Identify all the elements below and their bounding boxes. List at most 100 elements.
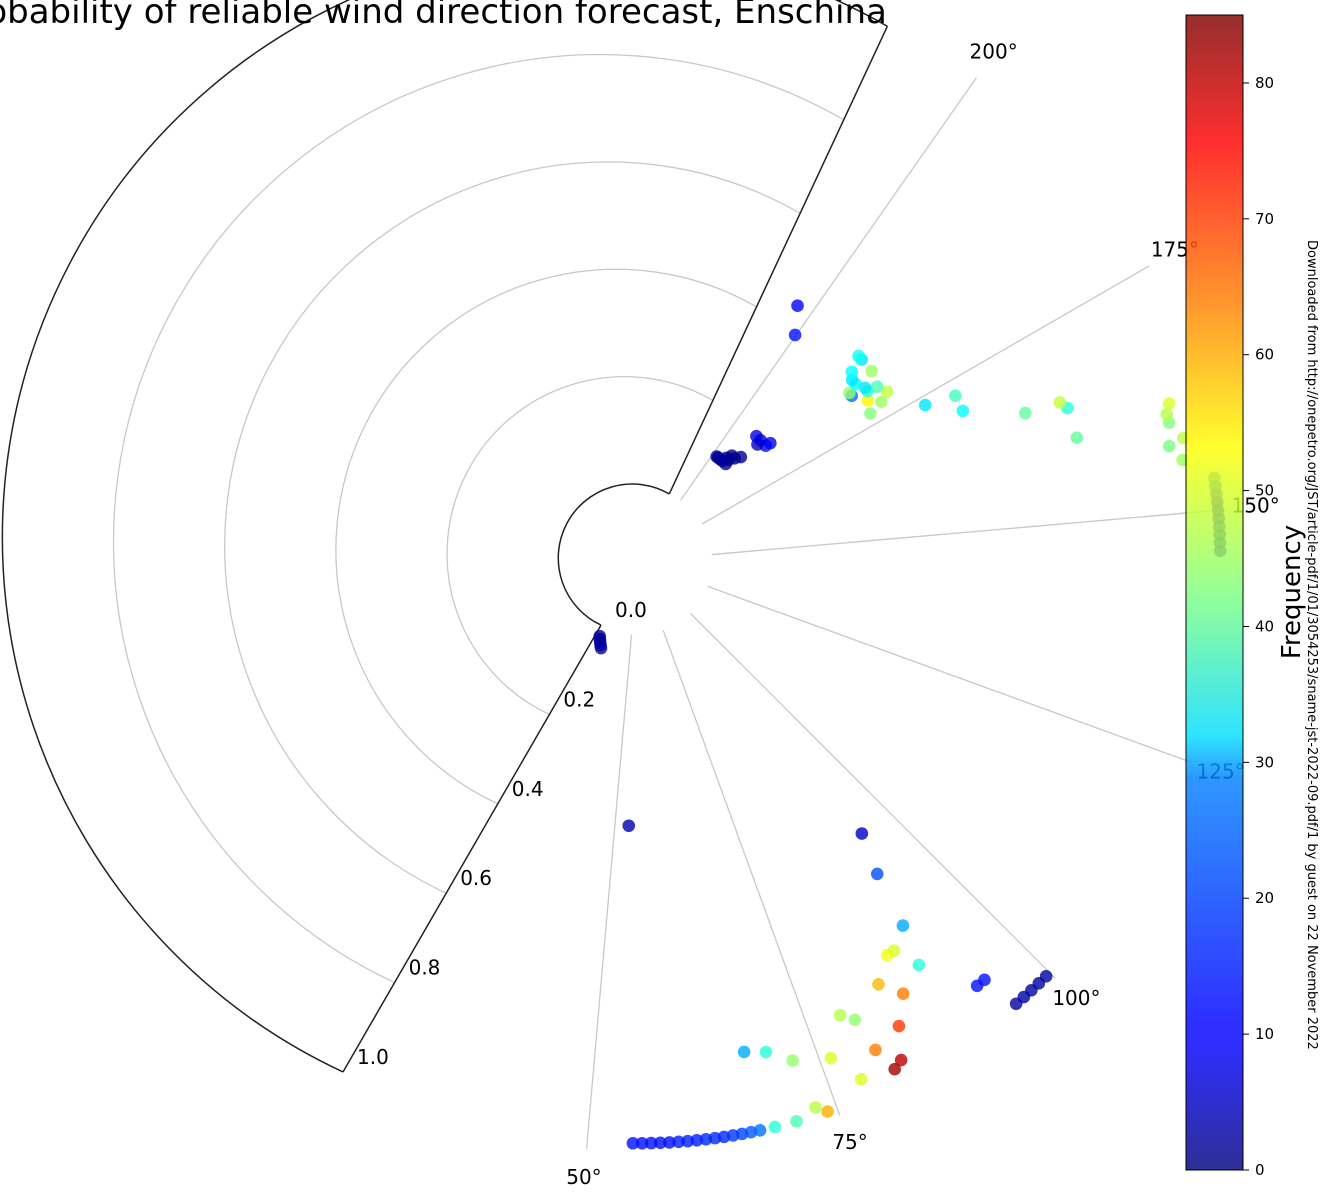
- colorbar-tick-label: 0: [1255, 1161, 1265, 1179]
- scatter-point: [845, 365, 859, 379]
- scatter-point: [949, 389, 962, 403]
- scatter-point: [710, 450, 723, 463]
- sector-edge: [342, 624, 602, 1073]
- angular-tick-labels: 50°75°100°125°150°175°200°: [566, 40, 1279, 1190]
- colorbar-tick-label: 70: [1255, 210, 1274, 228]
- scatter-point: [654, 1136, 667, 1150]
- radial-tick-label: 0.0: [615, 598, 647, 622]
- radial-tick-label: 0.2: [563, 687, 595, 711]
- scatter-point: [1162, 439, 1176, 453]
- radial-gridline: [224, 161, 801, 894]
- colorbar-tick-label: 80: [1255, 74, 1274, 92]
- scatter-point: [861, 394, 875, 407]
- scatter-point: [737, 1045, 751, 1059]
- angular-gridline: [707, 585, 1193, 764]
- polar-frame: [1, 0, 889, 1073]
- scatter-point: [892, 1019, 906, 1033]
- scatter-point: [956, 404, 970, 418]
- angular-tick-label: 50°: [566, 1165, 601, 1189]
- scatter-point: [821, 1105, 834, 1118]
- scatter-point: [848, 1013, 862, 1027]
- scatter-point: [978, 973, 991, 987]
- colorbar-label: Frequency: [1277, 525, 1307, 659]
- angular-gridline: [711, 508, 1226, 556]
- scatter-point: [869, 1043, 882, 1057]
- scatter-point: [786, 1054, 799, 1067]
- radial-tick-label: 0.6: [460, 866, 492, 890]
- scatter-point: [788, 328, 802, 342]
- radial-tick-label: 0.4: [512, 777, 544, 801]
- colorbar-tick-label: 30: [1255, 753, 1274, 771]
- scatter-point: [854, 1072, 868, 1086]
- scatter-point: [791, 299, 804, 313]
- scatter-point: [753, 1124, 767, 1137]
- scatter-point: [1162, 397, 1176, 410]
- outer-arc: [1, 0, 888, 1073]
- scatter-point: [852, 349, 865, 363]
- scatter-point: [894, 1053, 908, 1067]
- scatter-point: [855, 827, 869, 840]
- scatter-point: [824, 1051, 838, 1065]
- colorbar-tick-label: 20: [1255, 889, 1274, 907]
- scatter-point: [768, 1120, 782, 1134]
- colorbar-tick-label: 40: [1255, 617, 1274, 635]
- radial-tick-label: 1.0: [357, 1045, 389, 1069]
- scatter-point: [1070, 431, 1084, 444]
- colorbar-tick-label: 60: [1255, 346, 1274, 364]
- scatter-point: [864, 407, 877, 420]
- scatter-point: [888, 1062, 902, 1076]
- scatter-point: [663, 1136, 676, 1149]
- scatter-points: [593, 299, 1227, 1150]
- scatter-point: [833, 1008, 847, 1022]
- colorbar: 0 10 20 30 40 50 60 70 80 Frequency: [1185, 14, 1307, 1179]
- chart-title: robability of reliable wind direction fo…: [0, 0, 887, 32]
- scatter-point: [672, 1135, 685, 1149]
- scatter-point: [1039, 969, 1053, 983]
- scatter-point: [870, 867, 884, 881]
- angular-tick-label: 200°: [970, 40, 1018, 64]
- angular-gridline: [689, 612, 1056, 979]
- radial-gridline: [446, 376, 714, 716]
- scatter-point: [870, 380, 884, 393]
- scatter-point: [887, 944, 901, 957]
- colorbar-tick-label: 50: [1255, 482, 1274, 500]
- angular-tick-label: 75°: [832, 1130, 867, 1154]
- scatter-point: [843, 386, 856, 400]
- radial-tick-labels: 0.0 0.2 0.4 0.6 0.8 1.0: [357, 598, 647, 1069]
- scatter-point: [622, 819, 636, 833]
- radial-gridline: [112, 53, 845, 984]
- scatter-point: [1018, 406, 1032, 420]
- scatter-point: [626, 1136, 640, 1150]
- angular-gridline: [662, 630, 841, 1116]
- scatter-point: [790, 1114, 803, 1128]
- scatter-point: [690, 1133, 704, 1147]
- scatter-point: [874, 395, 888, 409]
- angular-gridline: [679, 77, 977, 501]
- angular-gridline: [701, 265, 1150, 525]
- scatter-point: [918, 398, 932, 412]
- scatter-point: [872, 977, 885, 991]
- scatter-point: [594, 641, 608, 655]
- sector-edge: [668, 25, 889, 495]
- scatter-point: [896, 919, 910, 932]
- scatter-point: [681, 1134, 695, 1148]
- scatter-point: [759, 1045, 773, 1059]
- scatter-point: [635, 1136, 649, 1150]
- scatter-point: [858, 381, 872, 395]
- scatter-point: [912, 958, 926, 972]
- inner-arc: [557, 483, 670, 626]
- scatter-point: [880, 385, 894, 399]
- scatter-point: [644, 1136, 658, 1150]
- radial-gridline: [335, 268, 757, 805]
- scatter-point: [1053, 396, 1067, 409]
- angular-gridline: [585, 634, 633, 1149]
- scatter-point: [865, 364, 878, 378]
- colorbar-gradient: [1185, 14, 1244, 1171]
- scatter-point: [896, 987, 910, 1000]
- colorbar-tick-label: 10: [1255, 1025, 1274, 1043]
- angular-tick-label: 100°: [1052, 986, 1100, 1010]
- download-watermark: Downloaded from http://onepetro.org/JST/…: [1304, 240, 1319, 1050]
- polar-grid: [112, 53, 1226, 1149]
- scatter-point: [809, 1101, 822, 1114]
